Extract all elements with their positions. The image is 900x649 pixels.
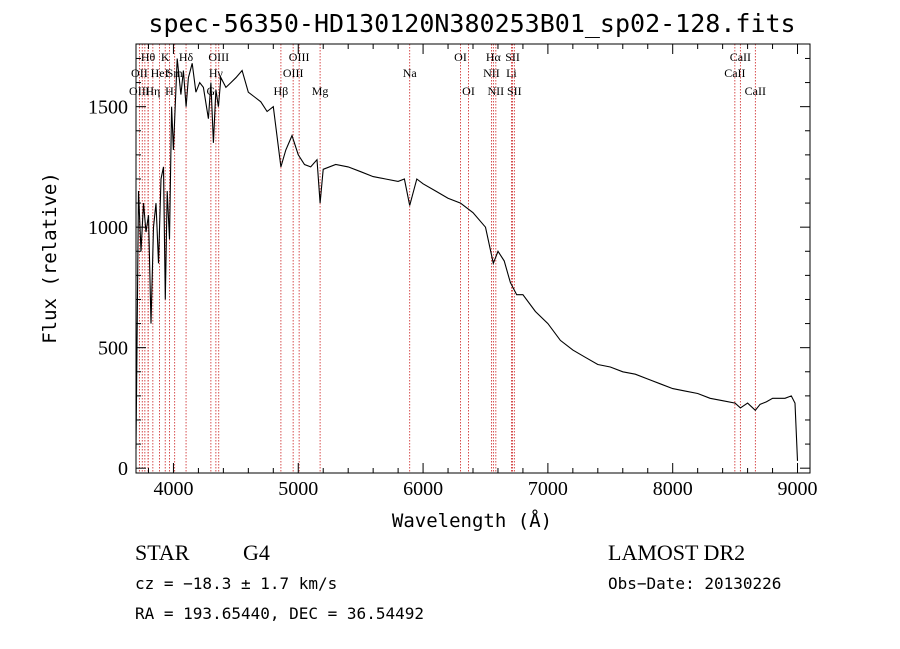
line-label-row1-5007: OIII [289, 50, 310, 64]
line-label-row2-5893: Na [403, 66, 418, 80]
axis-ticks [136, 44, 810, 473]
line-label-row3-8662: CaII [745, 84, 766, 98]
x-tick-label: 7000 [528, 478, 568, 500]
x-axis-label: Wavelength (Å) [392, 509, 552, 532]
object-subclass: G4 [243, 540, 270, 565]
spectral-line-markers [138, 44, 756, 473]
line-label-row1-4101: Hδ [179, 50, 194, 64]
plot-frame [135, 43, 811, 474]
spectrum-line [135, 58, 799, 461]
line-label-row1-6717: SII [505, 50, 520, 64]
spectrum-plot [135, 58, 799, 461]
x-tick-label: 8000 [653, 478, 693, 500]
line-label-row2-4340: Hγ [209, 66, 224, 80]
redshift-value: cz = −18.3 ± 1.7 km/s [135, 574, 337, 593]
line-label-row3-3968: H [165, 84, 174, 98]
line-label-row3-6731: SII [507, 84, 522, 98]
line-label-row1-6300: OI [454, 50, 467, 64]
axis-tick-labels: 4000 5000 6000 7000 8000 9000 0 500 1000 1500 [88, 97, 818, 500]
line-label-row2-4959: OIII [283, 66, 304, 80]
y-axis-label: Flux (relative) [39, 172, 61, 344]
line-label-row2-3889: HeI [151, 66, 169, 80]
x-tick-label: 4000 [153, 478, 193, 500]
x-tick-label: 9000 [778, 478, 818, 500]
observation-date: Obs−Date: 20130226 [608, 574, 781, 593]
line-label-row1-6563: Hα [486, 50, 502, 64]
line-label-row1-3934: K [161, 50, 170, 64]
line-label-row2-6708: Li [506, 66, 517, 80]
line-label-row3-4300: G [207, 84, 216, 98]
line-label-row1-3797: Hθ [141, 50, 156, 64]
line-label-row2-4010: Sm [167, 66, 184, 80]
line-label-row1-4363: OIII [208, 50, 229, 64]
line-label-row3-3727: OIII [129, 84, 150, 98]
line-label-row3-6583: NII [488, 84, 505, 98]
y-tick-label: 1500 [88, 97, 128, 119]
x-tick-label: 5000 [278, 478, 318, 500]
line-label-row3-6364: OI [462, 84, 475, 98]
line-label-row2-8498: CaII [724, 66, 745, 80]
line-label-row2-3727: OII [131, 66, 148, 80]
line-label-row3-5175: Mg [312, 84, 329, 98]
line-label-row2-6548: NII [483, 66, 500, 80]
line-label-row1-8542: CaII [730, 50, 751, 64]
line-label-row3-3835: Hη [145, 84, 160, 98]
survey-name: LAMOST DR2 [608, 540, 745, 565]
y-tick-label: 500 [98, 338, 128, 360]
object-class: STAR [135, 540, 190, 565]
x-tick-label: 6000 [403, 478, 443, 500]
coordinates: RA = 193.65440, DEC = 36.54492 [135, 604, 424, 623]
chart-title: spec-56350-HD130120N380253B01_sp02-128.f… [148, 9, 795, 38]
y-tick-label: 0 [118, 458, 128, 480]
line-label-row3-4861: Hβ [274, 84, 289, 98]
y-tick-label: 1000 [88, 217, 128, 239]
